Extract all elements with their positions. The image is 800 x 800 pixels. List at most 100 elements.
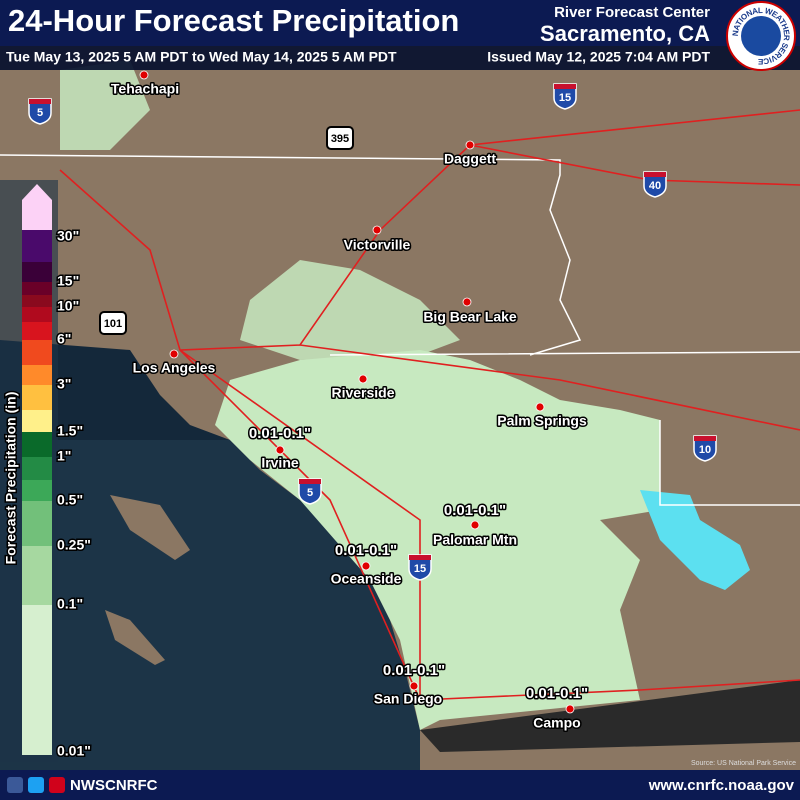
precip-area <box>240 260 460 360</box>
legend-label: 1" <box>57 448 71 464</box>
legend-swatch <box>22 200 52 230</box>
legend-swatch <box>22 230 52 262</box>
us-route-shield <box>99 311 127 335</box>
city-dot <box>470 520 480 530</box>
city-dot <box>139 70 149 80</box>
issued: Issued May 12, 2025 7:04 AM PDT <box>487 49 710 65</box>
facebook-icon[interactable] <box>7 777 23 793</box>
precip-area <box>215 350 660 730</box>
highway-route <box>59 109 800 701</box>
city-dot <box>275 445 285 455</box>
legend-swatch <box>22 307 52 322</box>
legend-label: 0.01" <box>57 743 91 759</box>
city-dot <box>358 374 368 384</box>
legend-label: 6" <box>57 331 71 347</box>
city-label: Campo <box>533 715 580 731</box>
city-label: Palomar Mtn <box>433 532 517 548</box>
city-label: Riverside <box>331 385 394 401</box>
island <box>110 495 190 560</box>
legend-swatch <box>22 605 52 755</box>
legend-label: 1.5" <box>57 423 83 439</box>
interstate-shield-top <box>29 99 51 104</box>
youtube-icon[interactable] <box>49 777 65 793</box>
twitter-icon[interactable] <box>28 777 44 793</box>
salton-sea <box>640 490 750 590</box>
legend-swatch <box>22 480 52 501</box>
interstate-shield-top <box>694 436 716 441</box>
us-route-number: 395 <box>331 133 349 145</box>
amount-label: 0.01-0.1" <box>444 502 506 519</box>
title-bar <box>0 0 800 46</box>
legend-swatch <box>22 501 52 546</box>
interstate-number: 15 <box>414 563 426 575</box>
amount-label: 0.01-0.1" <box>526 685 588 702</box>
source: Source: US National Park Service <box>691 760 796 767</box>
city-label: Palm Springs <box>497 413 587 429</box>
interstate-shield <box>693 435 717 462</box>
city-dot <box>169 349 179 359</box>
interstate-number: 15 <box>559 92 571 104</box>
city-label: Oceanside <box>331 571 402 587</box>
legend-swatch <box>22 432 52 457</box>
legend-swatch <box>22 322 52 340</box>
legend-label: 3" <box>57 376 71 392</box>
island <box>105 610 165 665</box>
interstate-shield <box>643 171 667 198</box>
city-label: Big Bear Lake <box>423 309 517 325</box>
legend-swatch <box>22 340 52 365</box>
legend-arrow <box>22 184 52 200</box>
interstate-shield-top <box>299 479 321 484</box>
mexico-mask <box>420 680 800 752</box>
city-dot <box>462 297 472 307</box>
amount-label: 0.01-0.1" <box>249 425 311 442</box>
legend-swatch <box>22 262 52 282</box>
legend-swatch <box>22 546 52 605</box>
interstate-shield-top <box>554 84 576 89</box>
legend-swatch <box>22 457 52 480</box>
website[interactable]: www.cnrfc.noaa.gov <box>648 777 795 794</box>
legend-label: 30" <box>57 228 79 244</box>
legend-title: Forecast Precipitation (in) <box>3 392 19 565</box>
precip-area <box>60 60 150 150</box>
city-label: Tehachapi <box>111 81 179 97</box>
interstate-shield <box>408 554 432 581</box>
city-label: Irvine <box>261 455 299 471</box>
legend-label: 0.25" <box>57 537 91 553</box>
valid-period: Tue May 13, 2025 5 AM PDT to Wed May 14,… <box>6 49 397 65</box>
us-route-shield <box>326 126 354 150</box>
legend-label: 10" <box>57 298 79 314</box>
rfc-label: River Forecast Center <box>554 4 710 21</box>
city-dot <box>372 225 382 235</box>
city-dot <box>535 402 545 412</box>
city-label: Victorville <box>344 237 411 253</box>
interstate-shield <box>28 98 52 125</box>
city-dot <box>409 681 419 691</box>
legend-swatch <box>22 410 52 432</box>
nws-logo-center <box>741 16 781 56</box>
city-label: Daggett <box>444 151 496 167</box>
city-label: San Diego <box>374 691 442 707</box>
interstate-number: 5 <box>37 107 43 119</box>
rfc-location: Sacramento, CA <box>540 21 710 46</box>
interstate-number: 10 <box>699 444 711 456</box>
interstate-number: 40 <box>649 180 661 192</box>
subtitle-bar <box>0 46 800 70</box>
legend-swatch <box>22 385 52 410</box>
interstate-shield <box>298 478 322 505</box>
interstate-shield-top <box>409 555 431 560</box>
amount-label: 0.01-0.1" <box>335 542 397 559</box>
footer-bar <box>0 770 800 800</box>
interstate-number: 5 <box>307 487 313 499</box>
ocean <box>0 345 420 770</box>
legend-label: 15" <box>57 273 79 289</box>
legend-label: 0.1" <box>57 596 83 612</box>
us-route-number: 101 <box>104 318 122 330</box>
legend-swatch <box>22 282 52 295</box>
interstate-shield-top <box>644 172 666 177</box>
legend-swatch <box>22 365 52 385</box>
city-dot <box>565 704 575 714</box>
legend-swatch <box>22 295 52 307</box>
amount-label: 0.01-0.1" <box>383 662 445 679</box>
social-handle: NWSCNRFC <box>70 777 158 794</box>
